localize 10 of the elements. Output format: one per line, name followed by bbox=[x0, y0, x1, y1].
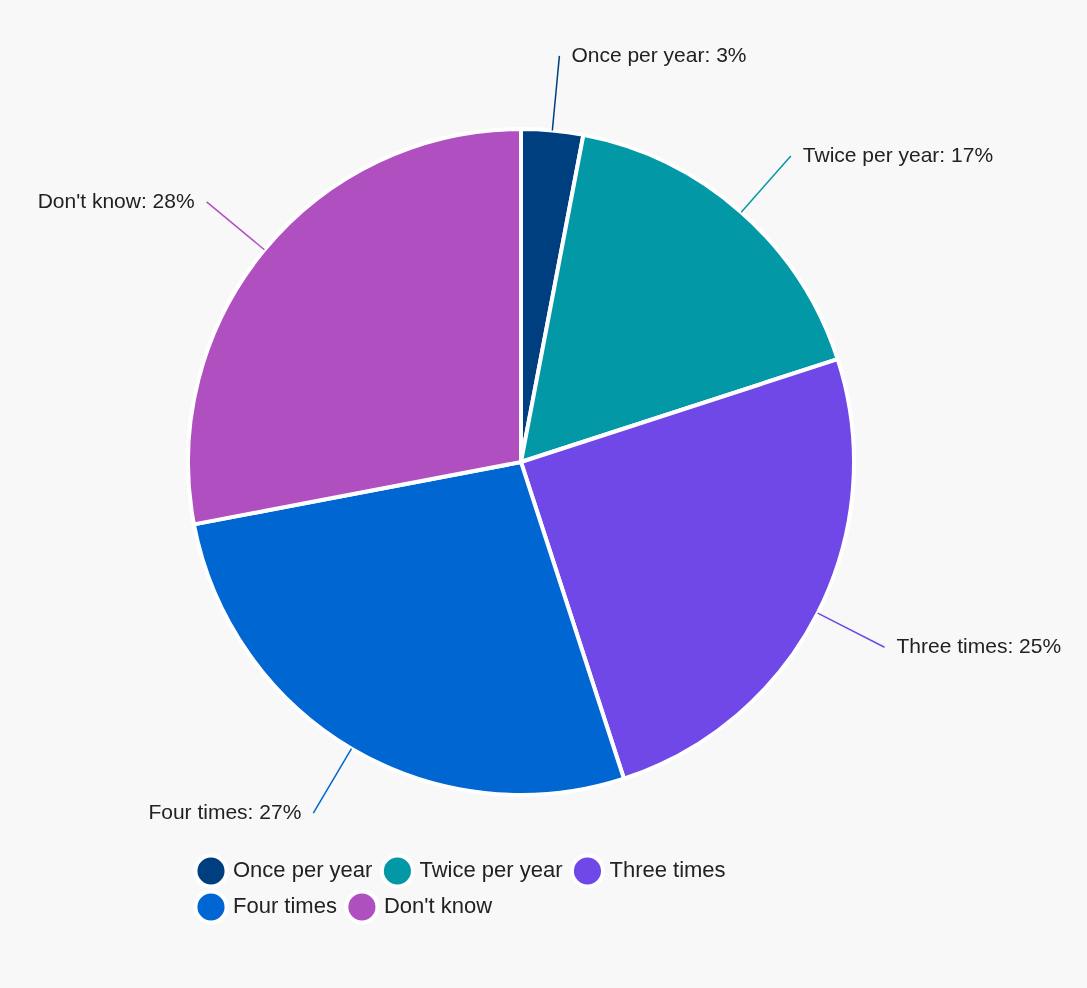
legend-label: Once per year bbox=[233, 857, 373, 883]
data-label: Four times: 27% bbox=[148, 799, 302, 823]
data-label: Don't know: 28% bbox=[37, 188, 195, 212]
legend-label: Don't know bbox=[383, 893, 493, 919]
legend-label: Three times bbox=[609, 857, 726, 883]
data-label: Twice per year: 17% bbox=[802, 142, 994, 166]
legend-label: Twice per year bbox=[419, 857, 563, 883]
data-label: Once per year: 3% bbox=[571, 42, 747, 66]
data-label: Three times: 25% bbox=[896, 634, 1062, 658]
legend-label: Four times bbox=[233, 893, 337, 919]
